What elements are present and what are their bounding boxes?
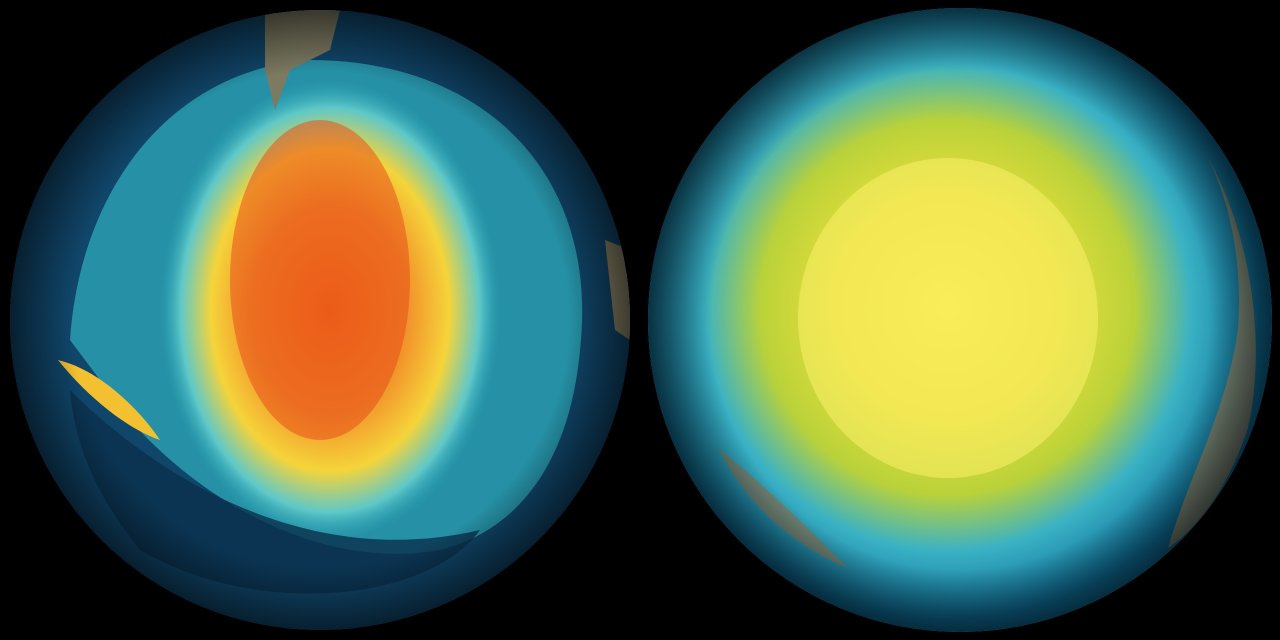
southern-hemisphere-globe	[10, 10, 630, 630]
southern-hemisphere-visualization	[10, 10, 630, 630]
globe-shading	[648, 8, 1272, 632]
northern-hemisphere-visualization	[648, 8, 1272, 632]
northern-hemisphere-globe	[648, 8, 1272, 632]
globe-shading	[10, 10, 630, 630]
